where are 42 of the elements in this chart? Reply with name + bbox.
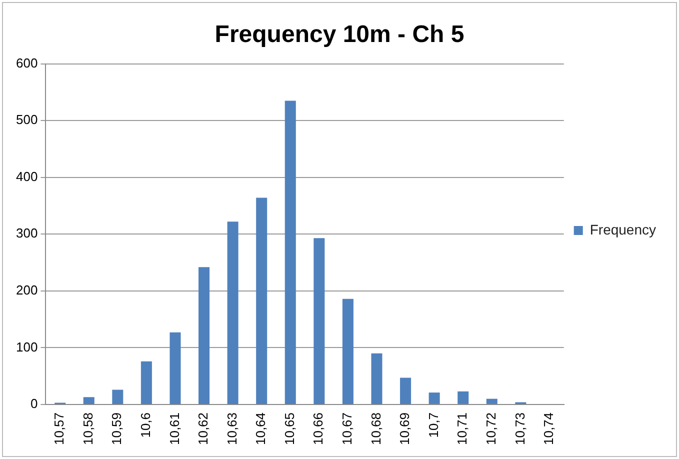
x-tick-label: 10,71 (454, 412, 470, 446)
y-tick-label: 600 (16, 55, 38, 70)
y-tick-label: 400 (16, 168, 38, 184)
bar (227, 222, 238, 404)
bar (486, 398, 498, 404)
x-tick-label: 10,61 (166, 412, 182, 446)
y-tick-label: 0 (30, 396, 38, 412)
x-tick-label: 10,63 (224, 412, 240, 446)
x-tick-label: 10,58 (80, 412, 96, 446)
x-tick-label: 10,73 (512, 412, 528, 446)
legend-label: Frequency (590, 221, 656, 238)
x-tick-label: 10,59 (109, 412, 124, 446)
bar (256, 198, 268, 404)
bar (458, 391, 469, 404)
bar (314, 238, 325, 404)
y-tick-label: 100 (16, 339, 38, 354)
x-tick-label: 10,6 (138, 412, 154, 438)
x-tick-label: 10,68 (368, 412, 384, 446)
x-tick-label: 10,72 (483, 412, 498, 446)
x-tick-label: 10,67 (340, 412, 355, 446)
x-tick-label: 10,7 (426, 412, 441, 438)
y-tick-label: 200 (16, 282, 38, 298)
chart-title: Frequency 10m - Ch 5 (214, 21, 464, 48)
x-tick-label: 10,57 (52, 412, 67, 446)
x-tick-label: 10,69 (397, 412, 412, 446)
bar (428, 392, 440, 404)
x-tick-label: 10,65 (282, 412, 297, 446)
x-tick-label: 10,62 (196, 412, 211, 446)
bar (371, 353, 382, 404)
bar (198, 267, 210, 404)
bar (83, 397, 94, 404)
bar (342, 298, 354, 404)
bar (400, 378, 412, 404)
y-tick-label: 500 (16, 112, 38, 128)
x-tick-label: 10,64 (253, 412, 268, 446)
bar (170, 332, 181, 404)
x-tick-label: 10,74 (541, 412, 556, 446)
bar (284, 100, 296, 404)
bar (140, 361, 152, 404)
x-tick-label: 10,66 (310, 412, 326, 446)
y-tick-label: 300 (16, 226, 38, 241)
bar (112, 390, 124, 404)
